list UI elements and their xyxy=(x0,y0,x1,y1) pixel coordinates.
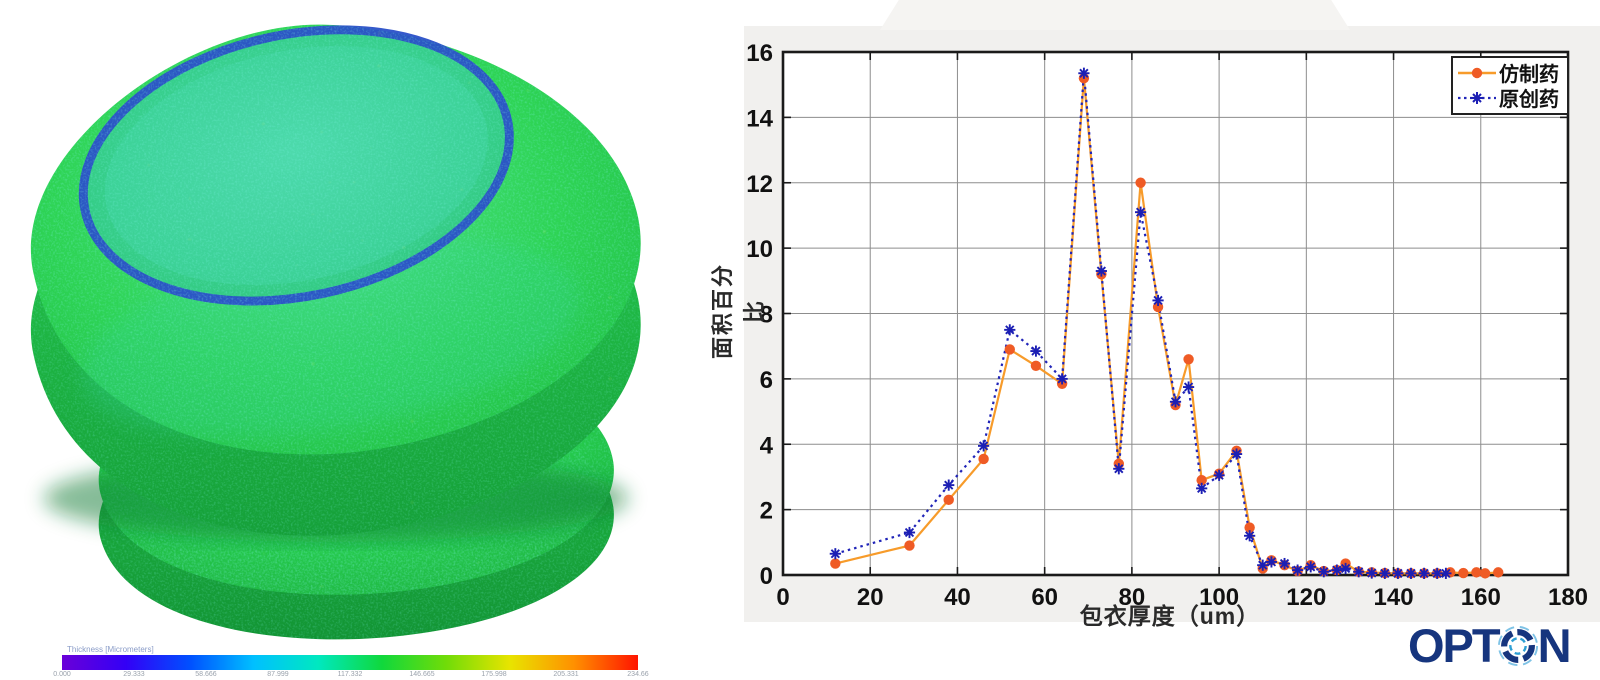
coating-thickness-chart: 0 20 40 60 80 100 120 140 160 180 0 2 4 6 8 10 12 14 16 xyxy=(746,40,1588,611)
svg-text:2: 2 xyxy=(760,498,773,525)
colorbar-tick: 146.665 xyxy=(409,671,435,678)
svg-text:80: 80 xyxy=(1119,584,1146,611)
chart-legend: 仿制药 原创药 xyxy=(1451,56,1569,115)
legend-item-original-drug: 原创药 xyxy=(1455,85,1567,111)
svg-text:60: 60 xyxy=(1031,584,1058,611)
legend-label: 仿制药 xyxy=(1499,64,1559,86)
svg-text:100: 100 xyxy=(1199,584,1239,611)
colorbar-ticks: 0.000 29.333 58.666 87.999 117.332 146.665 175… xyxy=(53,671,648,680)
svg-text:10: 10 xyxy=(746,236,773,263)
colorbar-tick: 117.332 xyxy=(337,671,363,678)
svg-text:0: 0 xyxy=(760,563,773,590)
colorbar-tick: 175.998 xyxy=(481,671,507,678)
logo-o-icon xyxy=(1497,625,1538,666)
colorbar-tick: 87.999 xyxy=(267,671,289,678)
svg-text:0: 0 xyxy=(776,584,789,611)
tablet-3d-render xyxy=(30,24,641,640)
colorbar-tick: 0.000 xyxy=(53,671,71,678)
y-axis-label: 面积百分比 xyxy=(710,263,767,360)
svg-text:16: 16 xyxy=(746,40,773,67)
svg-text:120: 120 xyxy=(1286,584,1326,611)
legend-sample-dotted-asterisk xyxy=(1458,91,1496,104)
svg-text:40: 40 xyxy=(944,584,971,611)
svg-text:4: 4 xyxy=(760,432,774,459)
tablet-top-half xyxy=(30,24,641,536)
legend-label: 原创药 xyxy=(1499,89,1559,111)
svg-text:180: 180 xyxy=(1548,584,1588,611)
colorbar-tick: 58.666 xyxy=(195,671,217,678)
colorbar-label: Thickness [Micrometers] xyxy=(67,645,154,654)
thickness-colorbar: Thickness [Micrometers] 0.000 29.333 58.66… xyxy=(53,645,648,680)
colorbar-tick: 234.66 xyxy=(627,671,649,678)
colorbar-tick: 29.333 xyxy=(123,671,145,678)
legend-sample-line-circle xyxy=(1458,67,1496,78)
svg-text:14: 14 xyxy=(746,105,773,132)
svg-text:140: 140 xyxy=(1374,584,1414,611)
svg-text:20: 20 xyxy=(857,584,884,611)
legend-item-generic-drug: 仿制药 xyxy=(1455,60,1567,86)
logo-text-right: N xyxy=(1537,619,1572,672)
svg-text:12: 12 xyxy=(746,171,773,198)
background-wedge xyxy=(880,0,1350,30)
opton-logo: OPT N xyxy=(1408,619,1572,672)
logo-text-left: OPT xyxy=(1408,619,1501,672)
x-axis-label: 包衣厚度（um） xyxy=(1079,603,1261,629)
svg-text:160: 160 xyxy=(1461,584,1501,611)
svg-text:8: 8 xyxy=(760,302,773,329)
colorbar-gradient xyxy=(62,655,638,670)
svg-text:6: 6 xyxy=(760,367,773,394)
colorbar-tick: 205.331 xyxy=(553,671,579,678)
